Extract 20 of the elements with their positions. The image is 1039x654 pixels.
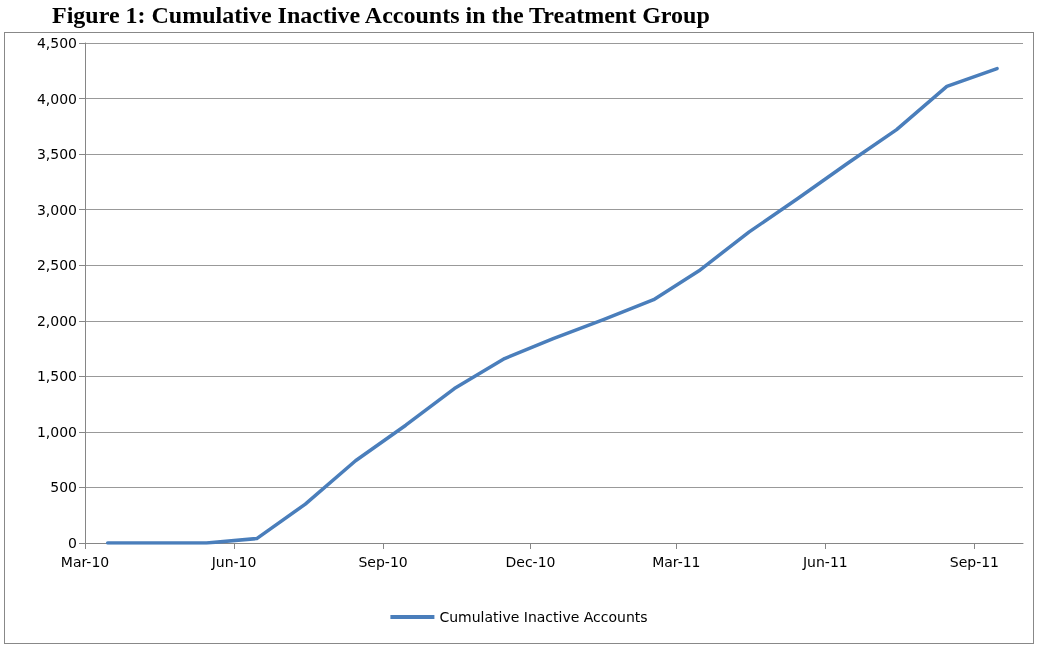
legend-label: Cumulative Inactive Accounts (439, 609, 648, 625)
y-tick-label: 1,000 (36, 423, 77, 440)
y-tick-label: 4,000 (36, 90, 77, 107)
y-tick-label: 0 (68, 535, 77, 551)
x-tick-label: Mar-10 (60, 554, 110, 570)
y-tick-label: 4,500 (36, 35, 77, 51)
x-tick-label: Jun-11 (801, 554, 848, 570)
x-tick-label: Mar-11 (652, 554, 701, 570)
y-tick-label: 3,500 (36, 146, 77, 163)
x-tick-label: Jun-10 (210, 554, 257, 570)
x-tick-label: Sep-11 (949, 554, 1000, 570)
y-tick-label: 500 (50, 479, 77, 496)
chart-title: Figure 1: Cumulative Inactive Accounts in the Treatment Group (52, 2, 711, 30)
line-series (105, 66, 999, 545)
y-tick-label: 1,500 (36, 368, 77, 385)
y-tick-label: 2,500 (36, 257, 77, 274)
y-tick-label: 2,000 (36, 312, 77, 329)
y-tick-label: 3,000 (36, 201, 77, 218)
x-tick-label: Dec-10 (505, 554, 556, 570)
x-tick-label: Sep-10 (358, 554, 408, 570)
